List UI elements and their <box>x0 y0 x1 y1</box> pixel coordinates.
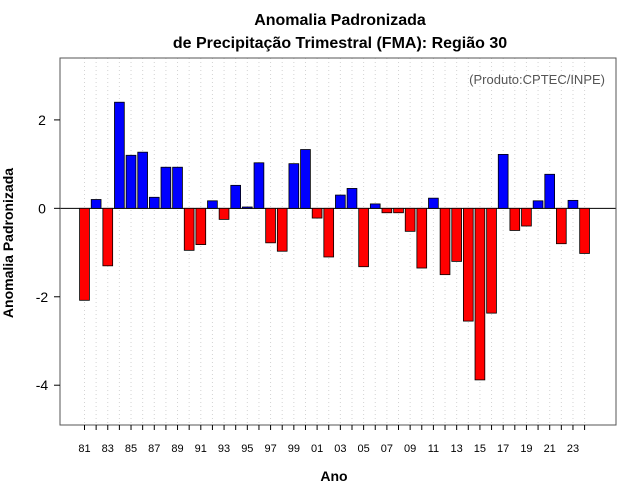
y-tick-label: 2 <box>38 112 46 128</box>
plot-frame <box>59 57 617 426</box>
x-tick-label: 99 <box>288 443 300 455</box>
bar-2018 <box>509 207 521 231</box>
bar-2021 <box>544 173 555 209</box>
bar-2006 <box>369 203 381 209</box>
x-tick-label: 95 <box>241 443 253 455</box>
bar-2011 <box>428 197 439 209</box>
bar-2007 <box>381 207 393 214</box>
x-tick-label: 97 <box>264 443 276 455</box>
bar-1992 <box>207 200 218 209</box>
bars-layer <box>79 101 590 381</box>
bar-1993 <box>218 207 230 220</box>
bar-1987 <box>148 196 160 209</box>
bar-2014 <box>462 207 474 322</box>
bar-1981 <box>79 207 90 301</box>
x-tick-label: 93 <box>218 443 230 455</box>
x-tick-label: 83 <box>102 443 114 455</box>
bar-1991 <box>195 207 207 245</box>
bar-2005 <box>358 207 369 268</box>
bar-2010 <box>416 207 428 269</box>
x-tick-label: 85 <box>125 443 137 455</box>
bar-2001 <box>311 207 323 219</box>
bar-2002 <box>323 207 335 258</box>
bar-2023 <box>567 199 579 209</box>
bar-1998 <box>276 207 288 252</box>
bar-1997 <box>265 207 276 244</box>
bar-2019 <box>521 207 532 227</box>
bar-1999 <box>288 163 300 209</box>
bar-1982 <box>90 199 102 209</box>
y-tick-label: -4 <box>36 377 49 393</box>
x-tick-label: 81 <box>78 443 90 455</box>
x-tick-label: 13 <box>451 443 463 455</box>
bar-2013 <box>451 207 462 262</box>
bar-1994 <box>230 184 241 209</box>
bar-2016 <box>486 207 497 314</box>
product-credit: (Produto:CPTEC/INPE) <box>469 72 605 87</box>
bar-1985 <box>125 154 137 209</box>
x-tick-label: 91 <box>195 443 207 455</box>
x-tick-label: 21 <box>544 443 556 455</box>
bar-1983 <box>102 207 114 267</box>
x-axis: 81 83 85 87 89 91 93 95 97 99 01 03 05 07 09 11 13 15 17 19… <box>78 425 586 455</box>
bar-1986 <box>137 151 148 209</box>
bar-1990 <box>183 207 195 251</box>
x-tick-label: 09 <box>404 443 416 455</box>
bar-2012 <box>439 207 451 276</box>
bar-2000 <box>300 149 311 209</box>
y-axis: -4 -2 0 2 <box>36 112 60 393</box>
x-tick-label: 15 <box>474 443 486 455</box>
x-tick-label: 87 <box>148 443 160 455</box>
bar-2009 <box>404 207 416 232</box>
bar-1995 <box>242 206 253 209</box>
bar-2020 <box>532 200 544 209</box>
bar-1984 <box>114 101 125 209</box>
x-tick-label: 19 <box>520 443 532 455</box>
bar-1996 <box>253 162 265 209</box>
bar-2015 <box>474 207 486 381</box>
y-tick-label: 0 <box>38 200 46 216</box>
x-tick-label: 01 <box>311 443 323 455</box>
bar-2004 <box>346 188 358 209</box>
bar-1988 <box>160 166 172 209</box>
grid-layer <box>84 58 586 425</box>
x-tick-label: 05 <box>357 443 369 455</box>
bar-1989 <box>172 166 183 209</box>
x-tick-label: 23 <box>567 443 579 455</box>
bar-2008 <box>393 207 404 214</box>
bar-2017 <box>497 153 509 209</box>
x-tick-label: 11 <box>428 443 439 455</box>
x-tick-label: 89 <box>171 443 183 455</box>
y-tick-label: -2 <box>36 289 49 305</box>
chart-title-line2: de Precipitação Trimestral (FMA): Região… <box>173 35 507 52</box>
y-axis-title: Anomalia Padronizada <box>0 168 16 318</box>
x-tick-label: 17 <box>497 443 509 455</box>
bar-2003 <box>335 194 346 209</box>
chart-title-line1: Anomalia Padronizada <box>254 12 426 29</box>
x-axis-title: Ano <box>320 468 347 484</box>
bar-2022 <box>556 207 567 245</box>
bar-2024 <box>579 207 590 254</box>
x-tick-label: 03 <box>334 443 346 455</box>
x-tick-label: 07 <box>381 443 393 455</box>
